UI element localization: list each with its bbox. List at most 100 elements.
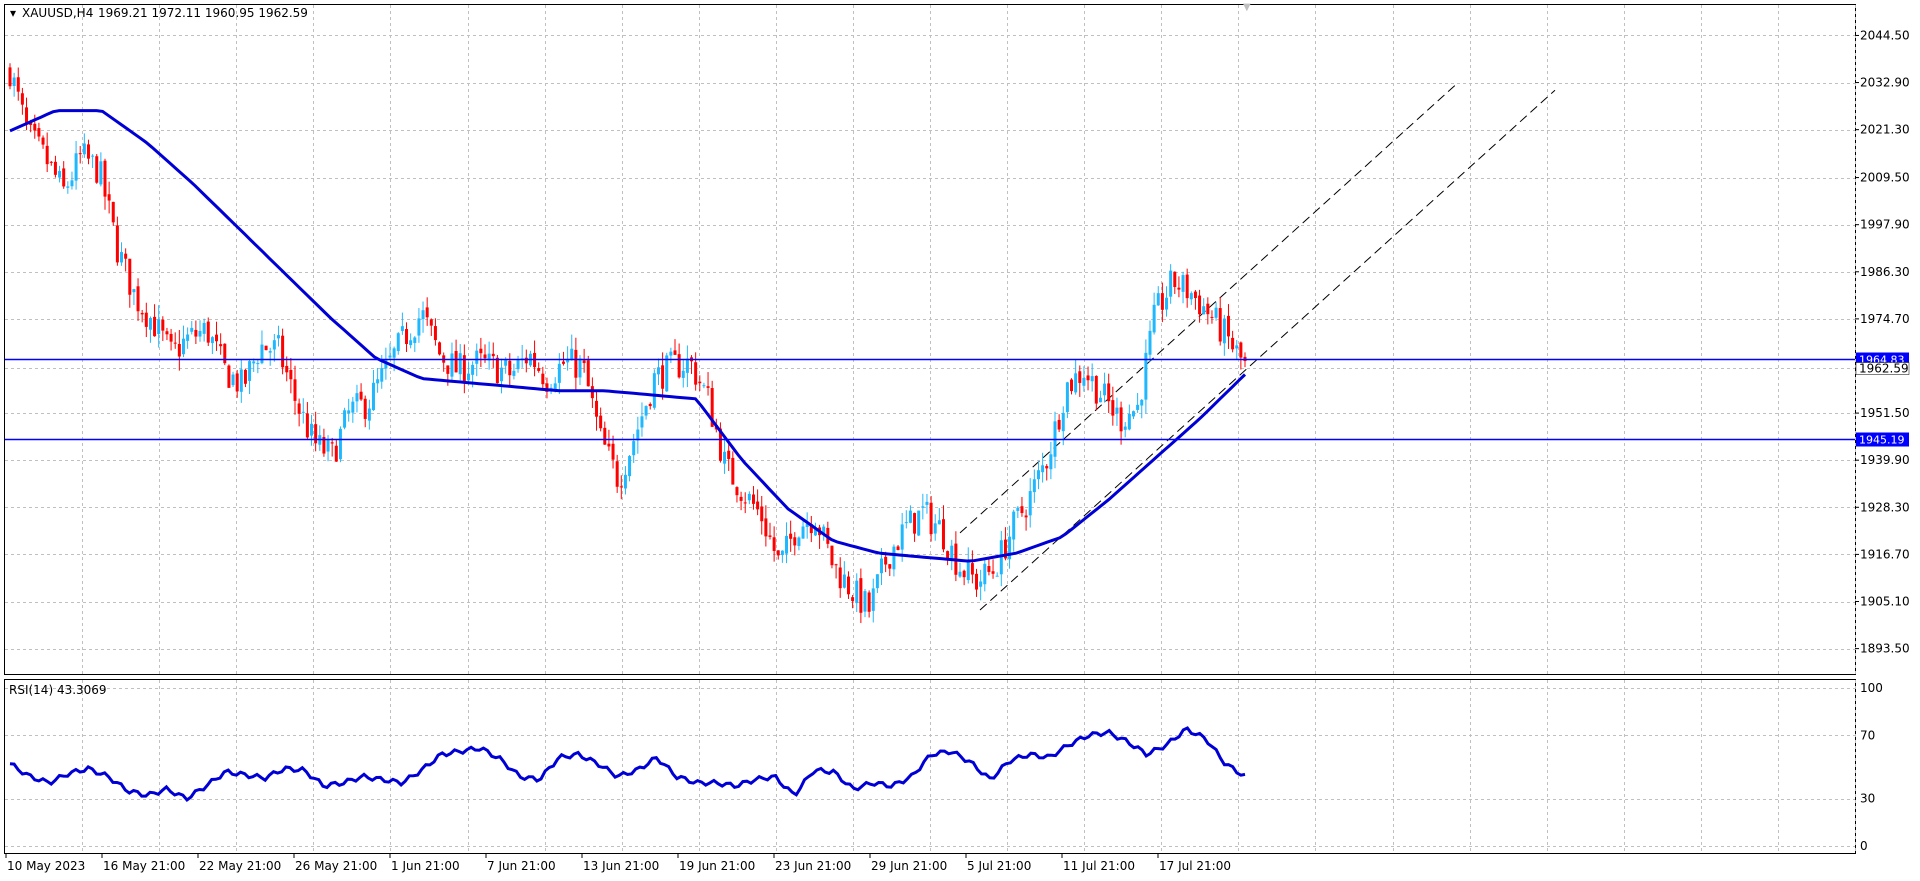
- candle-body: [285, 365, 289, 373]
- candle-body: [454, 350, 458, 373]
- pane-dropdown-icon[interactable]: ▾: [10, 6, 16, 20]
- time-tick-label: 22 May 21:00: [199, 859, 281, 873]
- candle-body: [628, 456, 632, 477]
- candle-body: [58, 171, 62, 178]
- candle-body: [925, 501, 929, 505]
- candle-body: [231, 374, 235, 386]
- candle-body: [813, 528, 817, 536]
- candle-body: [595, 400, 599, 417]
- candle-body: [1041, 465, 1045, 473]
- rsi-pane[interactable]: RSI(14) 43.3069: [4, 679, 1856, 855]
- scroll-marker-icon[interactable]: ▼: [1243, 2, 1251, 13]
- candle-body: [1152, 304, 1156, 333]
- candle-body: [983, 563, 987, 585]
- candle-body: [169, 333, 173, 342]
- candle-body: [880, 558, 884, 574]
- candle-body: [1165, 297, 1169, 310]
- candle-body: [946, 551, 950, 559]
- candle-body: [623, 474, 627, 489]
- rsi-axis: 100 70 30 0: [1860, 681, 1883, 853]
- candle-body: [1231, 337, 1235, 350]
- candle-body: [359, 391, 363, 400]
- candle-body: [165, 331, 169, 335]
- candle-body: [107, 194, 111, 201]
- candle-body: [743, 502, 747, 504]
- candle-body: [293, 379, 297, 401]
- candle-body: [41, 137, 45, 145]
- candle-body: [248, 361, 252, 381]
- candle-body: [933, 523, 937, 534]
- candle-body: [652, 373, 656, 408]
- candle-body: [1045, 466, 1049, 469]
- time-axis[interactable]: 10 May 2023 16 May 21:00 22 May 21:00 26 Ma…: [5, 854, 1231, 873]
- candle-body: [157, 319, 161, 335]
- horizontal-lines[interactable]: [5, 358, 1855, 441]
- candle-body: [875, 574, 879, 589]
- candle-body: [1156, 293, 1160, 306]
- candle-body: [1024, 515, 1028, 518]
- candle-body: [243, 369, 247, 384]
- time-tick-label: 5 Jul 21:00: [967, 859, 1031, 873]
- candle-body: [235, 373, 239, 392]
- price-pane[interactable]: ▾ XAUUSD,H4 1969.21 1972.11 1960.95 1962…: [4, 2, 1856, 675]
- candle-body: [681, 370, 685, 378]
- candle-body: [227, 365, 231, 388]
- candle-body: [400, 326, 404, 331]
- candle-body: [380, 368, 384, 382]
- candle-body: [1008, 536, 1012, 560]
- candle-body: [20, 93, 24, 105]
- candle-body: [884, 556, 888, 565]
- candle-body: [694, 362, 698, 385]
- moving-average-line: [9, 109, 1247, 563]
- candle-body: [190, 327, 194, 332]
- candle-body: [376, 379, 380, 384]
- candle-body: [297, 403, 301, 414]
- rsi-tick-label: 70: [1860, 728, 1875, 742]
- price-tick-label: 1939.90: [1860, 453, 1910, 467]
- candle-body: [599, 415, 603, 429]
- candles: [8, 63, 1247, 624]
- candle-body: [219, 344, 223, 347]
- candle-body: [685, 358, 689, 373]
- candle-body: [120, 252, 124, 263]
- candle-body: [351, 401, 355, 413]
- candle-body: [99, 161, 103, 185]
- candle-body: [921, 506, 925, 508]
- candle-body: [268, 351, 272, 353]
- candle-body: [987, 566, 991, 572]
- trend-channel[interactable]: [959, 84, 1556, 611]
- price-axis[interactable]: 2044.50 2032.90 2021.30 2009.50 1997.90 1986.…: [1855, 28, 1910, 656]
- candle-body: [1173, 271, 1177, 287]
- time-tick-label: 23 Jun 21:00: [775, 859, 851, 873]
- candle-body: [524, 357, 528, 364]
- candle-body: [632, 441, 636, 456]
- candle-body: [958, 571, 962, 577]
- candle-body: [186, 334, 190, 341]
- candle-body: [710, 388, 714, 427]
- candle-body: [115, 225, 119, 263]
- candle-body: [103, 160, 107, 197]
- candle-body: [941, 519, 945, 550]
- candle-body: [338, 428, 342, 460]
- candle-body: [483, 354, 487, 359]
- price-grid: [5, 5, 1856, 675]
- candle-body: [603, 427, 607, 445]
- candle-body: [508, 360, 512, 376]
- candle-body: [747, 493, 751, 501]
- candle-body: [611, 443, 615, 460]
- time-tick-label: 13 Jun 21:00: [583, 859, 659, 873]
- candle-body: [91, 155, 95, 157]
- candle-body: [450, 353, 454, 377]
- candle-body: [789, 533, 793, 539]
- candle-body: [702, 385, 706, 387]
- candle-body: [62, 168, 66, 187]
- rsi-tick-label: 100: [1860, 681, 1883, 695]
- candle-body: [900, 524, 904, 550]
- candle-body: [648, 403, 652, 407]
- candle-body: [1016, 507, 1020, 511]
- candle-body: [1119, 407, 1123, 432]
- candle-body: [367, 408, 371, 421]
- candle-body: [871, 588, 875, 611]
